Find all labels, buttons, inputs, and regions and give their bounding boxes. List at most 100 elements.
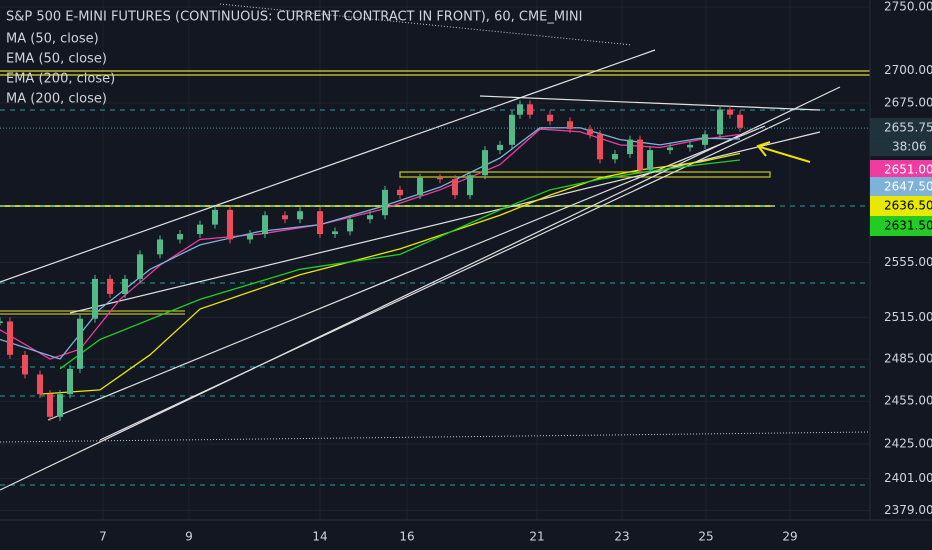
- indicator-tag-label: 2651.00: [884, 163, 932, 177]
- candle: [197, 224, 203, 235]
- candle: [702, 134, 708, 145]
- candle: [37, 374, 43, 395]
- last-price-tag: [870, 118, 932, 139]
- candle: [612, 154, 618, 160]
- candle: [517, 104, 523, 115]
- grid: [0, 0, 870, 520]
- candle: [157, 239, 163, 255]
- candle: [452, 179, 458, 196]
- countdown-label: 38:06: [892, 140, 927, 154]
- x-tick-label: 9: [185, 530, 193, 544]
- candle: [482, 150, 488, 176]
- candle: [717, 109, 723, 135]
- indicator-tag: [870, 216, 932, 236]
- y-tick-label: 2455.00: [884, 394, 932, 408]
- arrow: [759, 146, 811, 163]
- dotted-line: [0, 431, 871, 443]
- y-tick-label: 2425.00: [884, 436, 932, 450]
- candle: [547, 114, 553, 122]
- legend-entry: MA (50, close): [6, 32, 99, 47]
- candle: [497, 144, 503, 151]
- x-tick-label: 14: [312, 530, 327, 544]
- candle: [727, 109, 733, 115]
- candle: [737, 114, 743, 128]
- candle: [77, 318, 83, 369]
- candle: [397, 189, 403, 196]
- candle: [437, 177, 443, 180]
- x-tick-label: 21: [529, 530, 544, 544]
- candle: [177, 234, 183, 240]
- candle: [567, 121, 573, 130]
- candle: [107, 278, 113, 294]
- candle: [347, 219, 353, 232]
- x-tick-label: 29: [782, 530, 797, 544]
- indicator-tag: [870, 177, 932, 197]
- candle: [647, 150, 653, 170]
- candle: [527, 104, 533, 115]
- y-tick-label: 2750.00: [884, 0, 932, 13]
- candle: [687, 144, 693, 148]
- candle: [509, 114, 515, 145]
- y-tick-label: 2555.00: [884, 255, 932, 269]
- candle: [247, 234, 253, 240]
- x-tick-label: 25: [698, 530, 713, 544]
- zone-box: [399, 171, 771, 178]
- legend-entry: MA (200, close): [6, 92, 107, 107]
- candle: [22, 354, 28, 375]
- trend-line: [0, 86, 841, 491]
- candle: [7, 321, 13, 355]
- legend-entry: EMA (200, close): [6, 72, 115, 87]
- candle: [332, 231, 338, 235]
- arrow-head: [756, 141, 771, 157]
- indicator-line: [0, 128, 741, 360]
- y-tick-label: 2401.00: [884, 471, 932, 485]
- indicator-tag: [870, 160, 932, 180]
- x-tick-label: 7: [99, 530, 107, 544]
- x-tick-label: 16: [399, 530, 414, 544]
- legend-entry: EMA (50, close): [6, 52, 107, 67]
- candle: [0, 321, 3, 323]
- indicator-tag-label: 2631.50: [884, 219, 932, 233]
- candle: [297, 211, 303, 220]
- candle: [122, 278, 128, 294]
- y-tick-label: 2675.00: [884, 96, 932, 110]
- y-tick-label: 2515.00: [884, 310, 932, 324]
- last-price-label: 2655.75: [884, 121, 932, 135]
- candle: [67, 368, 73, 395]
- y-tick-label: 2485.00: [884, 352, 932, 366]
- indicator-tag-label: 2647.50: [884, 180, 932, 194]
- candle: [467, 175, 473, 196]
- candle: [367, 215, 373, 220]
- candle: [47, 394, 53, 417]
- countdown-tag: [870, 138, 932, 157]
- candle: [667, 147, 673, 151]
- candle: [57, 394, 63, 417]
- x-tick-label: 23: [614, 530, 629, 544]
- trend-line: [0, 49, 656, 283]
- candle: [282, 215, 288, 220]
- candle: [212, 209, 218, 225]
- indicator-tag: [870, 196, 932, 216]
- indicator-line: [59, 159, 741, 370]
- dotted-line: [219, 3, 633, 46]
- candle: [587, 129, 593, 135]
- candle: [417, 177, 423, 196]
- trend-line: [47, 125, 766, 421]
- trend-line: [479, 95, 821, 111]
- candle: [627, 139, 633, 155]
- candle: [137, 254, 143, 279]
- candle: [227, 209, 233, 240]
- candle: [317, 211, 323, 235]
- candle: [597, 134, 603, 160]
- plot: [0, 100, 870, 421]
- y-tick-label: 2379.00: [884, 503, 932, 517]
- trend-line: [99, 117, 791, 441]
- candle: [637, 139, 643, 170]
- y-tick-label: 2700.00: [884, 63, 932, 77]
- candle: [382, 189, 388, 216]
- candle: [262, 215, 268, 235]
- labels: S&P 500 E-MINI FUTURES (CONTINUOUS: CURR…: [6, 0, 932, 544]
- indicator-tag-label: 2636.50: [884, 199, 932, 213]
